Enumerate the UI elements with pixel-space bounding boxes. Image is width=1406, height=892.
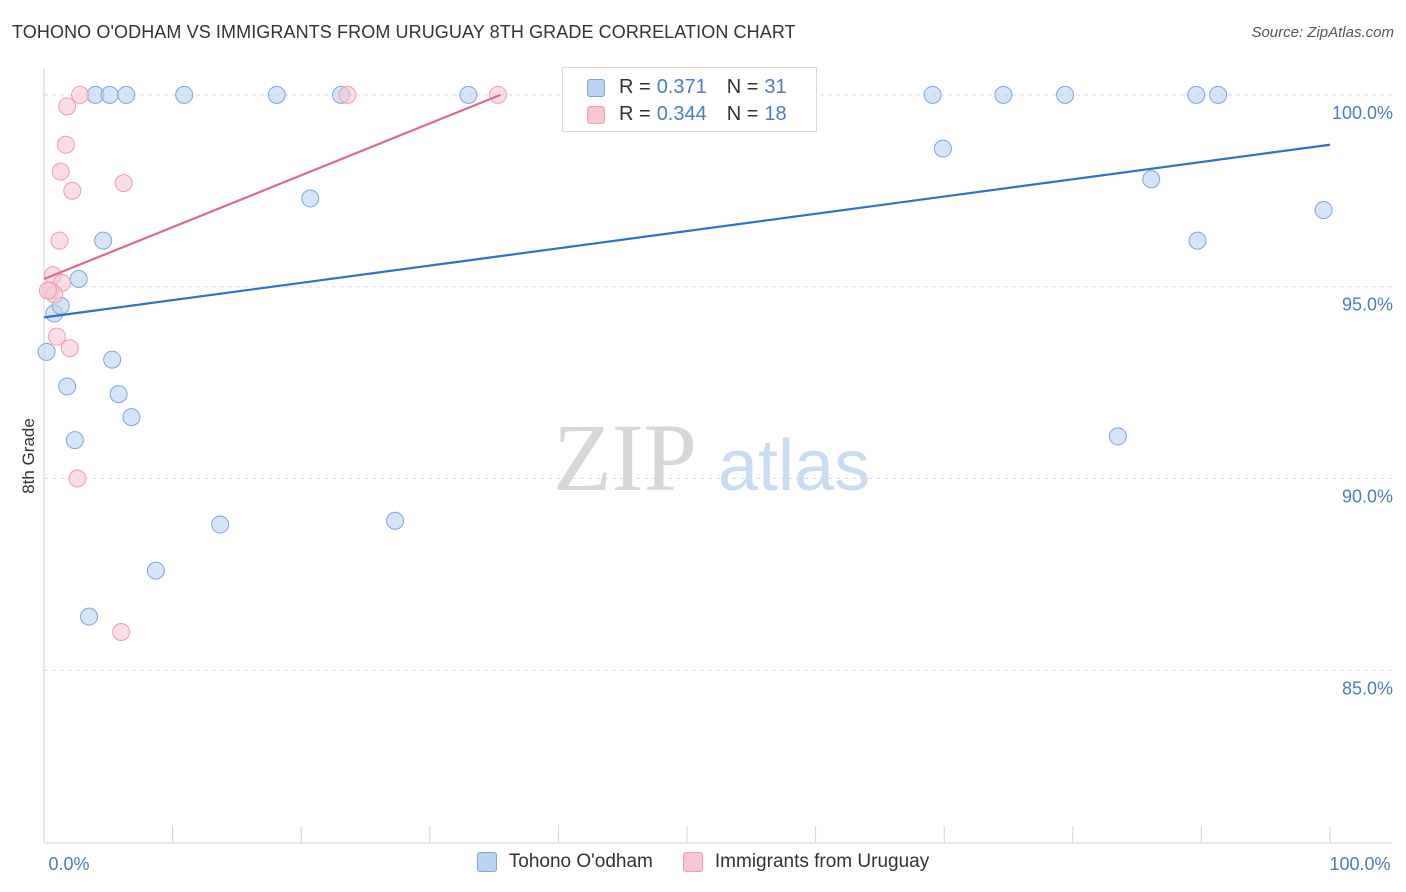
- tohono-point: [1108, 427, 1127, 446]
- legend-label-tohono: Tohono O'odham: [508, 851, 653, 872]
- tohono-point: [58, 377, 77, 396]
- tohono-point: [1187, 85, 1206, 104]
- legend-r-label: R =: [619, 76, 651, 98]
- tohono-point: [80, 607, 99, 626]
- legend-swatch-pink: [682, 852, 703, 872]
- uruguay-point: [114, 174, 133, 193]
- uruguay-point: [58, 97, 77, 116]
- y-tick-label: 100.0%: [1332, 103, 1393, 123]
- series-legend: Tohono O'odham Immigrants from Uruguay: [0, 851, 1406, 873]
- uruguay-point: [51, 162, 70, 181]
- y-tick-label: 90.0%: [1342, 487, 1393, 507]
- tohono-trend-line: [43, 143, 1331, 319]
- x-tick-label: 100.0%: [1329, 854, 1390, 874]
- legend-n-value: 31: [764, 76, 787, 98]
- tohono-point: [923, 85, 942, 104]
- tohono-point: [1188, 231, 1207, 250]
- x-tick-label: 0.0%: [48, 854, 89, 874]
- uruguay-point: [60, 339, 79, 358]
- stats-legend: R = 0.371 N = 31 R = 0.344 N = 18: [562, 67, 817, 132]
- legend-row-tohono: R = 0.371 N = 31: [587, 76, 787, 99]
- tohono-point: [933, 139, 952, 158]
- uruguay-point: [50, 231, 69, 250]
- tohono-point: [1056, 85, 1075, 104]
- source-label: Source: ZipAtlas.com: [1251, 24, 1394, 41]
- uruguay-point: [112, 622, 131, 641]
- y-tick-label: 85.0%: [1342, 678, 1393, 698]
- tohono-point: [301, 189, 320, 208]
- watermark-zip: ZIP: [553, 404, 697, 511]
- legend-swatch-blue: [587, 78, 605, 97]
- uruguay-point: [56, 135, 75, 154]
- legend-n-value: 18: [764, 103, 787, 125]
- tohono-point: [1314, 200, 1333, 219]
- legend-swatch-pink: [587, 105, 605, 124]
- tohono-point: [122, 408, 141, 427]
- tohono-point: [386, 511, 405, 530]
- tohono-point: [103, 350, 122, 369]
- uruguay-point: [71, 85, 90, 104]
- tohono-point: [69, 270, 88, 289]
- tohono-point: [94, 231, 113, 250]
- watermark: ZIP atlas: [553, 404, 870, 511]
- gridlines: [44, 94, 1392, 671]
- tohono-point: [146, 561, 165, 580]
- tohono-point: [65, 431, 84, 450]
- uruguay-trend-line: [43, 93, 501, 281]
- tohono-point: [100, 85, 119, 104]
- legend-item-uruguay[interactable]: Immigrants from Uruguay: [682, 851, 930, 873]
- data-points: [37, 85, 1333, 641]
- trend-lines: [43, 93, 1331, 319]
- tohono-point: [109, 385, 128, 404]
- legend-n-label: N =: [726, 76, 759, 98]
- legend-item-tohono[interactable]: Tohono O'odham: [476, 851, 653, 873]
- uruguay-point: [68, 469, 87, 488]
- watermark-atlas: atlas: [718, 426, 870, 506]
- y-tick-label: 95.0%: [1342, 295, 1393, 315]
- uruguay-point: [47, 327, 66, 346]
- tohono-point: [267, 85, 286, 104]
- tohono-point: [211, 515, 230, 534]
- uruguay-point: [338, 85, 357, 104]
- legend-label-uruguay: Immigrants from Uruguay: [714, 851, 930, 872]
- chart-title: TOHONO O'ODHAM VS IMMIGRANTS FROM URUGUA…: [12, 22, 796, 42]
- tohono-point: [37, 342, 56, 361]
- legend-r-value: 0.371: [656, 76, 707, 98]
- tohono-point: [459, 85, 478, 104]
- legend-r-value: 0.344: [656, 103, 707, 125]
- tohono-point: [994, 85, 1013, 104]
- tick-labels: 85.0% 90.0% 95.0% 100.0% 0.0% 100.0% 8th Grade: [19, 103, 1393, 874]
- tohono-point: [1209, 85, 1228, 104]
- y-axis-title: 8th Grade: [19, 418, 38, 494]
- tohono-point: [117, 85, 136, 104]
- uruguay-point: [63, 181, 82, 200]
- legend-swatch-blue: [476, 852, 497, 872]
- axes: [43, 68, 1392, 844]
- uruguay-point: [38, 281, 57, 300]
- legend-r-label: R =: [619, 103, 651, 125]
- tohono-point: [1142, 170, 1161, 189]
- legend-row-uruguay: R = 0.344 N = 18: [587, 103, 787, 126]
- tohono-point: [175, 85, 194, 104]
- legend-n-label: N =: [726, 103, 759, 125]
